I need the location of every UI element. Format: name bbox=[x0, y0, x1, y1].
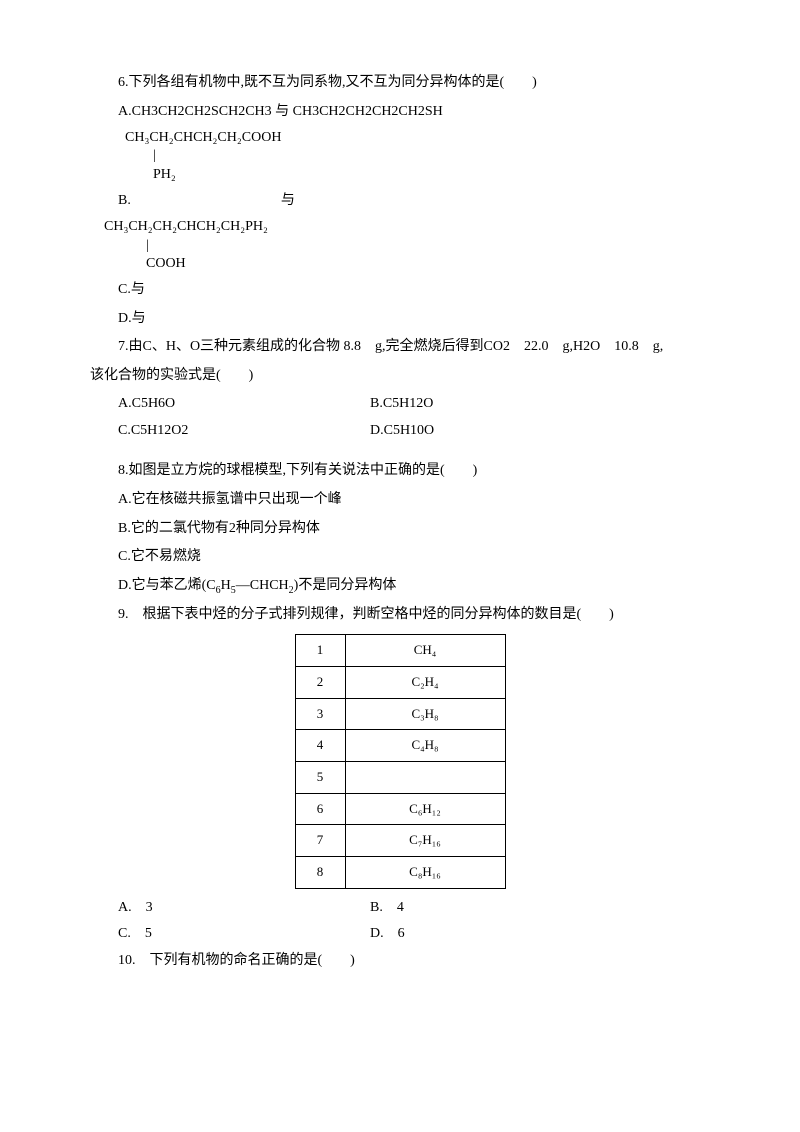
cell-f: C₈H₁₆ bbox=[345, 857, 505, 889]
cell-f: C₆H₁₂ bbox=[345, 793, 505, 825]
q6-f1-l3: PH₂ bbox=[125, 166, 710, 184]
cell-n: 3 bbox=[295, 698, 345, 730]
q9-stem: 9. 根据下表中烃的分子式排列规律，判断空格中烃的同分异构体的数目是( ) bbox=[90, 602, 710, 629]
q7-opt-a: A.C5H6O bbox=[90, 391, 370, 418]
q9-opt-c: C. 5 bbox=[90, 921, 370, 948]
q9-opt-a: A. 3 bbox=[90, 895, 370, 922]
q8-opt-c: C.它不易燃烧 bbox=[90, 544, 710, 571]
table-row: 1CH₄ bbox=[295, 635, 505, 667]
q6-opt-a: A.CH3CH2CH2SCH2CH3 与 CH3CH2CH2CH2CH2SH bbox=[90, 99, 710, 126]
q8-opt-b: B.它的二氯代物有2种同分异构体 bbox=[90, 516, 710, 543]
q6-f2-l1: CH₃CH₂CH₂CHCH₂CH₂PH₂ bbox=[104, 218, 710, 236]
spacer bbox=[90, 444, 710, 458]
cell-n: 5 bbox=[295, 761, 345, 793]
cell-f bbox=[345, 761, 505, 793]
cell-n: 7 bbox=[295, 825, 345, 857]
q8-opt-d-pre: D.它与苯乙烯(C bbox=[118, 578, 216, 593]
table-row: 2C₂H₄ bbox=[295, 666, 505, 698]
q6-f1-l1: CH₃CH₂CHCH₂CH₂COOH bbox=[125, 129, 710, 147]
cell-f: C₇H₁₆ bbox=[345, 825, 505, 857]
cell-n: 6 bbox=[295, 793, 345, 825]
q9-opt-b: B. 4 bbox=[370, 895, 710, 922]
q8-opt-d: D.它与苯乙烯(C6H5—CHCH2)不是同分异构体 bbox=[90, 573, 710, 600]
table-row: 4C₄H₈ bbox=[295, 730, 505, 762]
table-row: 8C₈H₁₆ bbox=[295, 857, 505, 889]
q7-stem-b: 该化合物的实验式是( ) bbox=[90, 363, 710, 390]
cell-n: 8 bbox=[295, 857, 345, 889]
q6-opt-b-prefix: B. bbox=[118, 188, 131, 215]
cell-f: C₄H₈ bbox=[345, 730, 505, 762]
cell-f: CH₄ bbox=[345, 635, 505, 667]
q7-opt-c: C.C5H12O2 bbox=[90, 418, 370, 445]
q7-row-ab: A.C5H6O B.C5H12O bbox=[90, 391, 710, 418]
q8-opt-d-m2: —CHCH bbox=[236, 578, 289, 593]
q8-opt-d-m1: H bbox=[221, 578, 231, 593]
q10-stem: 10. 下列有机物的命名正确的是( ) bbox=[90, 948, 710, 975]
q6-f1-l2: | bbox=[125, 147, 710, 165]
q6-opt-c: C.与 bbox=[90, 277, 710, 304]
cell-f: C₂H₄ bbox=[345, 666, 505, 698]
q8-opt-d-post: )不是同分异构体 bbox=[294, 578, 397, 593]
q6-f2-l2: | bbox=[104, 237, 710, 255]
table-row: 6C₆H₁₂ bbox=[295, 793, 505, 825]
cell-n: 2 bbox=[295, 666, 345, 698]
q7-row-cd: C.C5H12O2 D.C5H10O bbox=[90, 418, 710, 445]
q6-f2-l3: COOH bbox=[104, 255, 710, 273]
q7-stem-a: 7.由C、H、O三种元素组成的化合物 8.8 g,完全燃烧后得到CO2 22.0… bbox=[90, 334, 710, 361]
cell-f: C₃H₈ bbox=[345, 698, 505, 730]
q9-row-cd: C. 5 D. 6 bbox=[90, 921, 710, 948]
q6-stem: 6.下列各组有机物中,既不互为同系物,又不互为同分异构体的是( ) bbox=[90, 70, 710, 97]
q6-formula-1: CH₃CH₂CHCH₂CH₂COOH | PH₂ bbox=[125, 129, 710, 184]
q8-stem: 8.如图是立方烷的球棍模型,下列有关说法中正确的是( ) bbox=[90, 458, 710, 485]
table-row: 3C₃H₈ bbox=[295, 698, 505, 730]
q6-formula-2: CH₃CH₂CH₂CHCH₂CH₂PH₂ | COOH bbox=[104, 218, 710, 273]
table-row: 7C₇H₁₆ bbox=[295, 825, 505, 857]
q7-opt-b: B.C5H12O bbox=[370, 391, 710, 418]
q9-table: 1CH₄ 2C₂H₄ 3C₃H₈ 4C₄H₈ 5 6C₆H₁₂ 7C₇H₁₆ 8… bbox=[295, 634, 506, 889]
q6-opt-b-line: B. 与 bbox=[90, 188, 710, 215]
q8-opt-a: A.它在核磁共振氢谱中只出现一个峰 bbox=[90, 487, 710, 514]
cell-n: 4 bbox=[295, 730, 345, 762]
table-row: 5 bbox=[295, 761, 505, 793]
q6-opt-b-suffix: 与 bbox=[281, 188, 295, 215]
q9-row-ab: A. 3 B. 4 bbox=[90, 895, 710, 922]
q7-opt-d: D.C5H10O bbox=[370, 418, 710, 445]
cell-n: 1 bbox=[295, 635, 345, 667]
q9-opt-d: D. 6 bbox=[370, 921, 710, 948]
q6-opt-d: D.与 bbox=[90, 306, 710, 333]
